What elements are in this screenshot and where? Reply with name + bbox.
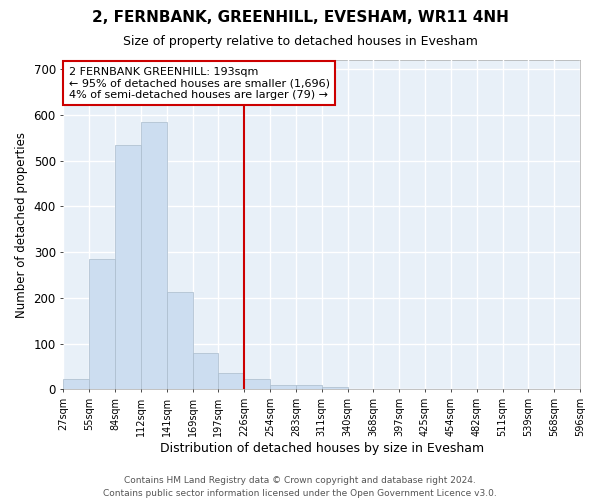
Bar [322,387,347,390]
Y-axis label: Number of detached properties: Number of detached properties [15,132,28,318]
Text: 2, FERNBANK, GREENHILL, EVESHAM, WR11 4NH: 2, FERNBANK, GREENHILL, EVESHAM, WR11 4N… [92,10,508,25]
Bar [244,380,270,390]
Bar [64,380,89,390]
Text: 2 FERNBANK GREENHILL: 193sqm
← 95% of detached houses are smaller (1,696)
4% of : 2 FERNBANK GREENHILL: 193sqm ← 95% of de… [68,66,329,100]
Bar [270,385,296,390]
Bar [296,385,322,390]
X-axis label: Distribution of detached houses by size in Evesham: Distribution of detached houses by size … [160,442,484,455]
Text: Size of property relative to detached houses in Evesham: Size of property relative to detached ho… [122,35,478,48]
Bar [193,353,218,390]
Bar [141,122,167,390]
Bar [115,144,141,390]
Bar [218,374,244,390]
Bar [167,292,193,390]
Text: Contains HM Land Registry data © Crown copyright and database right 2024.
Contai: Contains HM Land Registry data © Crown c… [103,476,497,498]
Bar [89,259,115,390]
